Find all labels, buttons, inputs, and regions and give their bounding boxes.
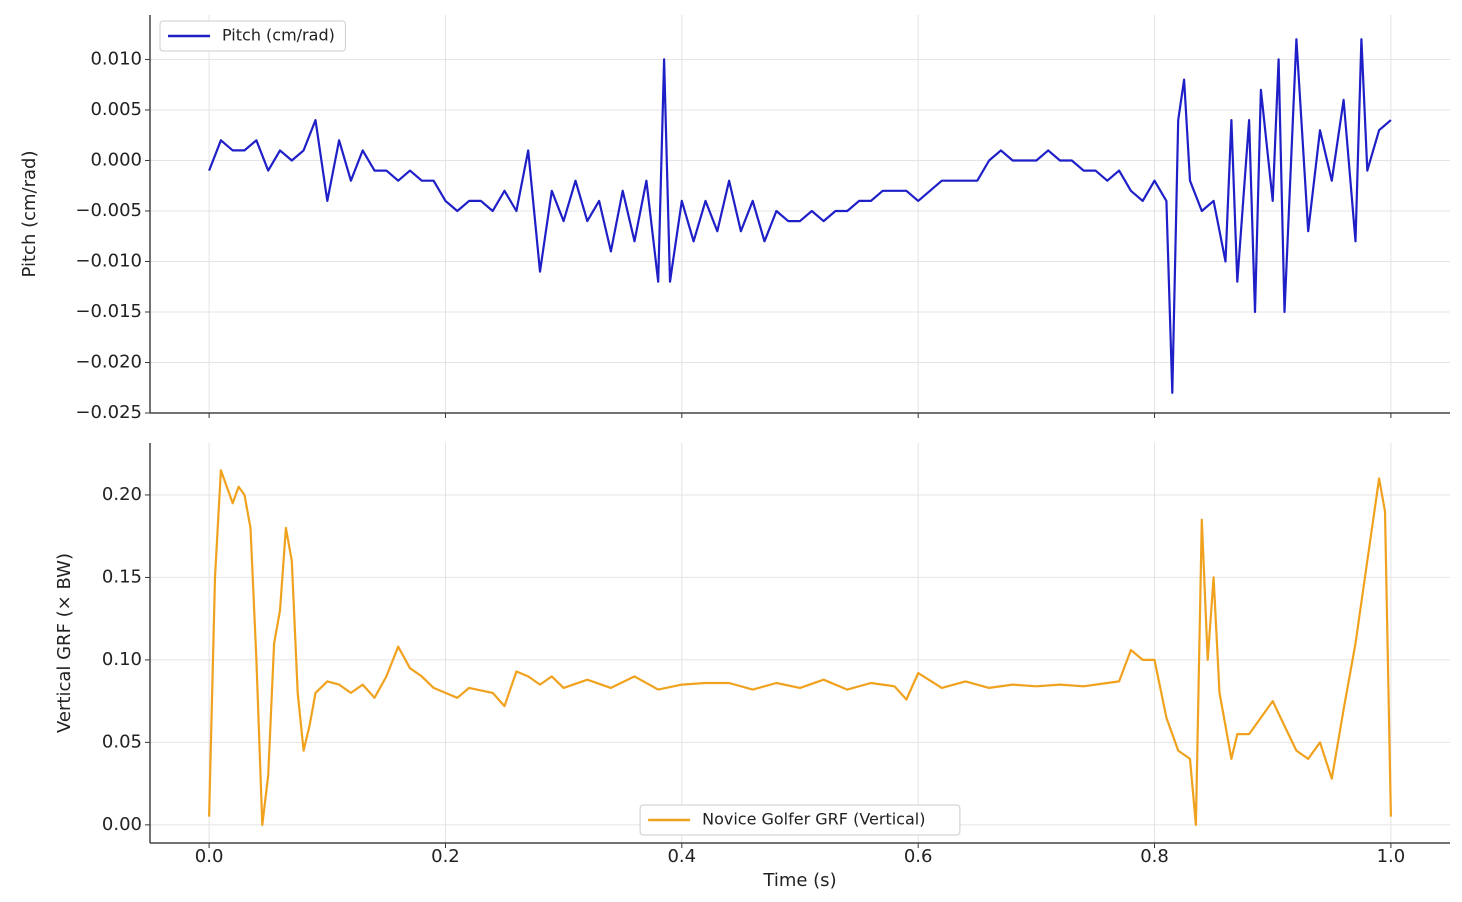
legend-box: [639, 804, 961, 836]
x-tick-label: 0.0: [195, 846, 224, 867]
y-tick-label: −0.010: [75, 250, 142, 271]
legend-label: Novice Golfer GRF (Vertical): [702, 810, 925, 829]
x-axis-label: Time (s): [762, 870, 836, 891]
y-tick-label: 0.005: [90, 99, 142, 120]
x-tick-label: 0.2: [431, 846, 460, 867]
y-axis-label: Pitch (cm/rad): [19, 151, 40, 278]
y-tick-label: 0.05: [102, 731, 142, 752]
y-tick-label: 0.20: [102, 484, 142, 505]
y-tick-label: 0.000: [90, 149, 142, 170]
data-line: [208, 469, 1392, 826]
y-tick-label: 0.10: [102, 649, 142, 670]
y-tick-label: −0.005: [75, 200, 142, 221]
y-tick-label: 0.010: [90, 48, 142, 69]
y-tick-label: −0.015: [75, 301, 142, 322]
y-axis-label: Vertical GRF (× BW): [54, 553, 75, 733]
y-tick-label: −0.020: [75, 351, 142, 372]
legend-box: [159, 20, 346, 52]
legend-label: Pitch (cm/rad): [222, 26, 335, 45]
y-tick-label: 0.15: [102, 566, 142, 587]
x-tick-label: 0.4: [667, 846, 696, 867]
x-tick-label: 0.6: [904, 846, 933, 867]
x-tick-label: 1.0: [1377, 846, 1406, 867]
x-tick-label: 0.8: [1140, 846, 1169, 867]
y-tick-label: −0.025: [75, 402, 142, 423]
y-tick-label: 0.00: [102, 814, 142, 835]
data-line: [208, 38, 1392, 394]
